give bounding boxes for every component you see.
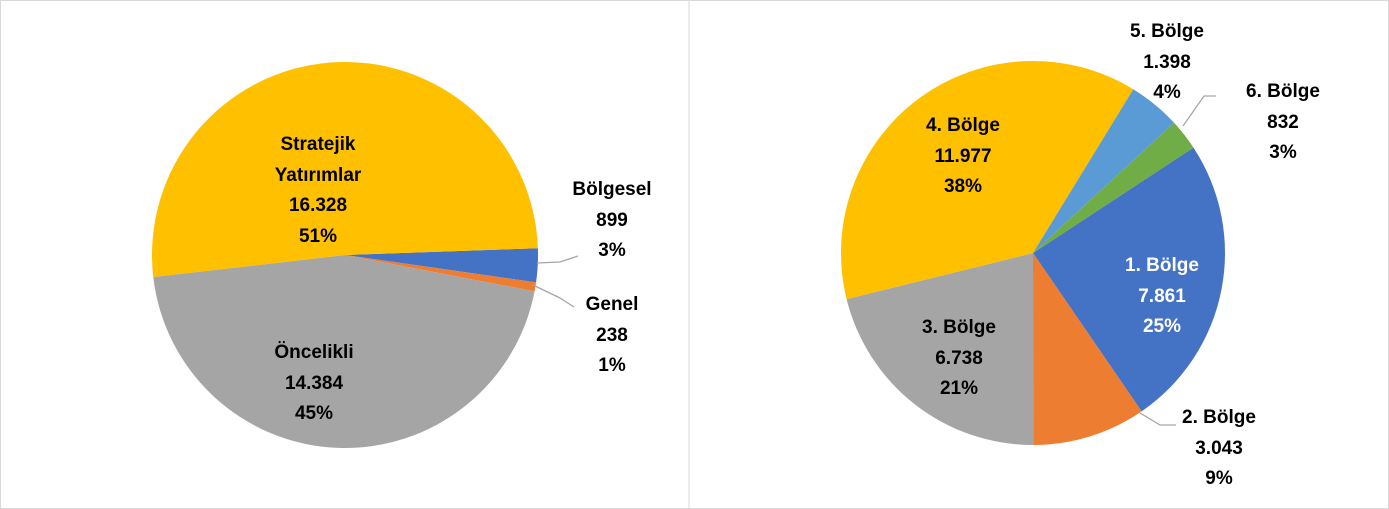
value-label: 6.738 <box>935 347 983 369</box>
slice-label: 5. Bölge 1.398 4% <box>1087 17 1247 109</box>
pie-slice <box>1033 122 1194 253</box>
pie-slice <box>345 255 537 292</box>
pie-slice <box>153 255 535 448</box>
slice-label: 4. Bölge 11.977 38% <box>883 111 1043 203</box>
category: 3. Bölge <box>922 317 996 338</box>
category: Genel <box>585 294 639 315</box>
value-label: 11.977 <box>934 145 992 167</box>
pie-slice <box>846 253 1034 445</box>
percent-label: 38% <box>943 176 983 197</box>
value-label: 14.384 <box>284 372 344 394</box>
slice-label: Genel 238 1% <box>532 290 692 382</box>
percent-label: 21% <box>939 378 979 399</box>
slice-label: 6. Bölge 832 3% <box>1203 77 1363 169</box>
leader-line <box>1139 412 1176 426</box>
slice-label: Öncelikli 14.384 45% <box>214 338 414 430</box>
pie-slice <box>1033 89 1175 254</box>
value-label: 16.328 <box>288 195 348 216</box>
slice-label: Bölgesel 899 3% <box>532 175 692 267</box>
value-label: 899 <box>596 209 628 231</box>
slice-label: 2. Bölge 3.043 9% <box>1139 403 1299 495</box>
pies <box>152 61 1225 448</box>
pie-slice <box>1033 253 1142 445</box>
leader-line <box>1182 95 1216 127</box>
category: 5. Bölge <box>1130 21 1204 42</box>
slice-label: 3. Bölge 6.738 21% <box>879 313 1039 405</box>
leader-lines <box>532 95 1216 426</box>
value-label: 238 <box>596 324 628 346</box>
slice-label: 1. Bölge 7.861 25% <box>1082 251 1242 343</box>
pie-slice <box>1033 147 1225 412</box>
value-label: 7.861 <box>1138 285 1186 307</box>
leader-line <box>536 255 579 264</box>
value-label: 1.398 <box>1143 51 1191 73</box>
percent-label: 3% <box>1269 142 1297 163</box>
category: Öncelikli <box>274 342 354 363</box>
category: Stratejik Yatırımlar <box>274 134 362 186</box>
value-label: 3.043 <box>1195 437 1243 459</box>
percent-label: 51% <box>298 225 338 247</box>
category: 2. Bölge <box>1182 407 1256 428</box>
percent-label: 1% <box>598 355 626 376</box>
slice-label: Stratejik Yatırımlar 16.328 51% <box>253 130 383 252</box>
percent-label: 3% <box>598 240 626 261</box>
percent-label: 4% <box>1153 82 1181 103</box>
category: 6. Bölge <box>1246 81 1320 102</box>
pie-slice <box>841 61 1134 300</box>
percent-label: 45% <box>294 403 334 424</box>
percent-label: 25% <box>1142 316 1182 337</box>
category: Bölgesel <box>572 179 652 200</box>
pie-slice <box>152 61 538 278</box>
category: 4. Bölge <box>926 115 1000 136</box>
leader-line <box>532 284 575 308</box>
percent-label: 9% <box>1205 468 1233 489</box>
category: 1. Bölge <box>1125 255 1199 276</box>
pie-slice <box>345 248 538 283</box>
value-label: 832 <box>1267 111 1299 133</box>
